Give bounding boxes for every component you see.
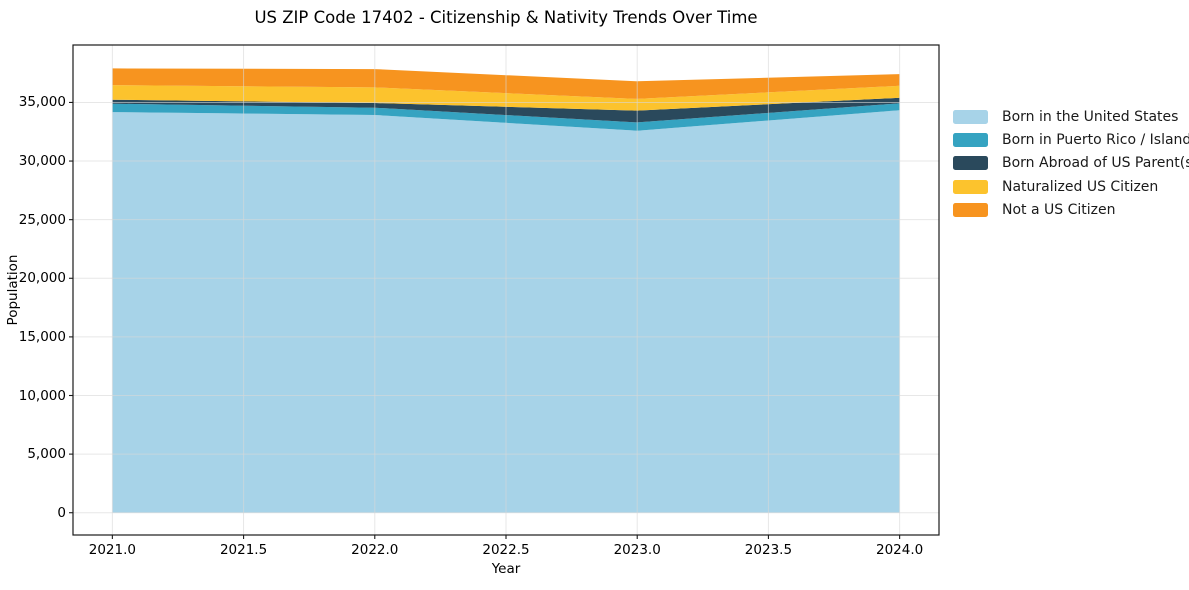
legend-label: Naturalized US Citizen	[1002, 178, 1159, 195]
x-axis-title: Year	[491, 561, 521, 577]
x-tick-label: 2023.5	[744, 542, 793, 558]
x-tick-label: 2021.5	[219, 542, 268, 558]
x-tick-label: 2024.0	[876, 542, 924, 558]
x-tick-label: 2022.0	[351, 542, 399, 558]
x-tick-label: 2022.5	[482, 542, 530, 558]
y-tick-label: 20,000	[18, 270, 66, 287]
y-tick-label: 10,000	[18, 387, 66, 404]
legend-item-4: Not a US Citizen	[953, 199, 1189, 222]
y-tick-label: 5,000	[27, 446, 66, 463]
legend-swatch	[953, 156, 988, 171]
x-tick-label: 2023.0	[613, 542, 661, 558]
x-tick-label: 2021.0	[88, 542, 136, 558]
y-tick-label: 35,000	[18, 94, 66, 111]
legend-swatch	[953, 179, 988, 194]
legend-swatch	[953, 203, 988, 218]
legend-label: Born in Puerto Rico / Islands	[1002, 132, 1189, 149]
legend-label: Born in the United States	[1002, 108, 1179, 125]
y-tick-label: 0	[57, 504, 66, 521]
legend-item-0: Born in the United States	[953, 105, 1189, 128]
legend-item-3: Naturalized US Citizen	[953, 175, 1189, 198]
chart-title: US ZIP Code 17402 - Citizenship & Nativi…	[254, 8, 758, 27]
legend-item-2: Born Abroad of US Parent(s)	[953, 152, 1189, 175]
y-tick-label: 30,000	[18, 153, 66, 170]
legend-swatch	[953, 109, 988, 124]
legend-label: Born Abroad of US Parent(s)	[1002, 155, 1189, 172]
legend: Born in the United States Born in Puerto …	[953, 105, 1189, 222]
y-tick-label: 15,000	[18, 328, 66, 345]
y-tick-label: 25,000	[18, 211, 66, 228]
legend-label: Not a US Citizen	[1002, 202, 1116, 219]
legend-item-1: Born in Puerto Rico / Islands	[953, 128, 1189, 151]
y-axis-title: Population	[5, 254, 21, 326]
legend-swatch	[953, 133, 988, 148]
